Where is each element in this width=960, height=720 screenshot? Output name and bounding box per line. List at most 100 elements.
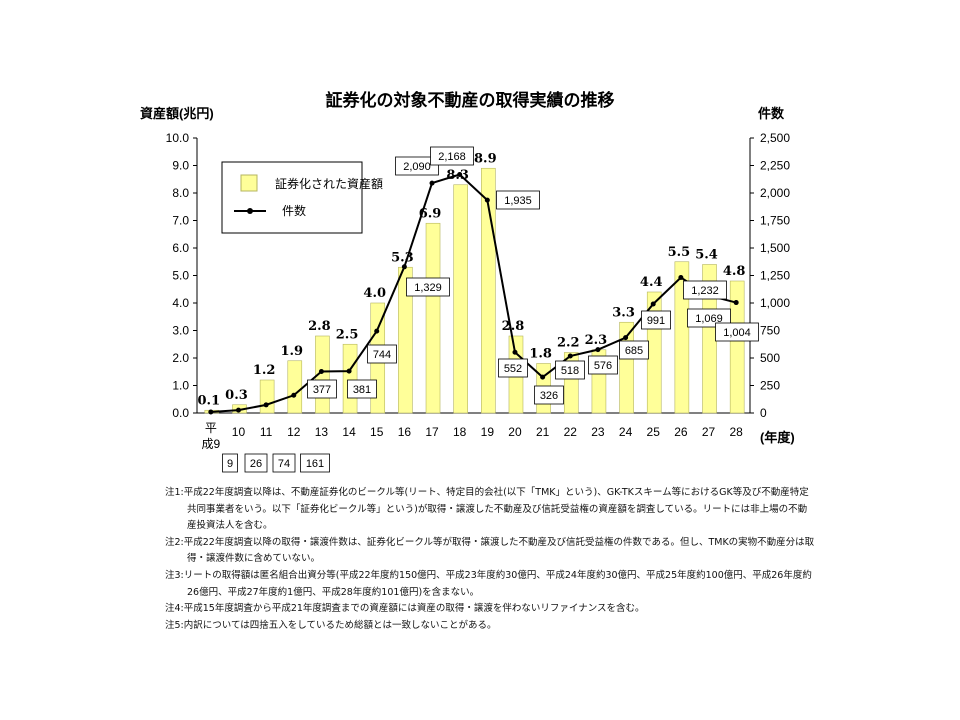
- note-3: 注3:リートの取得額は匿名組合出資分等(平成22年度約150億円、平成23年度約…: [165, 569, 812, 598]
- bar-value-label: 2.5: [336, 327, 359, 342]
- note-1: 注1:平成22年度調査以降は、不動産証券化のビークル等(リート、特定目的会社(以…: [165, 487, 809, 532]
- count-label-box: [715, 322, 759, 342]
- count-label-box: [244, 453, 268, 473]
- count-point: [401, 264, 407, 270]
- left-tick-label: 1.0: [172, 379, 189, 393]
- count-label: 377: [313, 384, 331, 396]
- count-label: 26: [250, 458, 262, 470]
- count-label: 744: [373, 349, 391, 361]
- x-tick-label: 10: [232, 425, 246, 439]
- x-tick-label: 12: [287, 425, 301, 439]
- count-label-box: [498, 358, 528, 378]
- bar-value-label: 5.4: [695, 248, 718, 263]
- x-tick-label: 14: [342, 425, 356, 439]
- count-point: [484, 197, 490, 203]
- x-tick-label: 27: [702, 425, 716, 439]
- count-label: 2,168: [438, 151, 466, 163]
- bar: [453, 184, 468, 414]
- count-point: [457, 172, 463, 178]
- count-label-box: [272, 453, 296, 473]
- count-point: [346, 368, 352, 374]
- bar: [425, 222, 441, 414]
- bar: [342, 343, 358, 414]
- count-point: [595, 347, 601, 353]
- bar-value-label: 3.3: [612, 305, 635, 320]
- count-label-box: [496, 190, 540, 210]
- right-tick-label: 1,750: [760, 214, 790, 228]
- count-point: [208, 409, 214, 415]
- bar-value-label: 8.9: [474, 151, 497, 166]
- left-tick-label: 7.0: [172, 214, 189, 228]
- x-tick-label: 13: [315, 425, 329, 439]
- bar-value-label: 2.3: [585, 333, 608, 348]
- count-label: 1,935: [504, 195, 532, 207]
- bar-value-label: 8.3: [446, 168, 469, 183]
- x-tick-label: 26: [674, 425, 688, 439]
- x-tick-label: 23: [591, 425, 605, 439]
- count-label-box: [367, 344, 397, 364]
- bar-value-label: 4.8: [723, 264, 746, 279]
- note-5: 注5:内訳については四捨五入をしているため総額とは一致しないことがある。: [165, 619, 497, 631]
- count-label: 1,329: [414, 282, 442, 294]
- bar-value-label: 5.5: [668, 245, 691, 260]
- right-tick-label: 2,000: [760, 186, 790, 200]
- count-label-box: [687, 308, 731, 328]
- x-tick-label: 15: [370, 425, 384, 439]
- x-tick-label: 21: [536, 425, 550, 439]
- right-tick-label: 1,250: [760, 269, 790, 283]
- count-line: [210, 173, 737, 414]
- count-label: 2,090: [403, 161, 431, 173]
- count-point: [429, 180, 435, 186]
- bar-value-label: 1.2: [253, 363, 276, 378]
- bar-value-label: 0.1: [198, 393, 221, 408]
- bar-value-label: 2.2: [557, 336, 580, 351]
- count-point: [623, 335, 629, 341]
- count-point: [374, 328, 380, 334]
- count-label: 576: [594, 360, 612, 372]
- left-tick-label: 5.0: [172, 269, 189, 283]
- count-label-box: [347, 379, 377, 399]
- x-tick-label: 平: [205, 421, 217, 435]
- x-tick-label: 24: [619, 425, 633, 439]
- bar-value-label: 5.3: [391, 250, 414, 265]
- x-tick-label: 22: [564, 425, 578, 439]
- right-tick-label: 1,000: [760, 296, 790, 310]
- left-tick-label: 9.0: [172, 159, 189, 173]
- right-tick-label: 0: [760, 406, 767, 420]
- bar-value-label: 4.0: [363, 286, 386, 301]
- count-label: 326: [540, 390, 558, 402]
- count-point: [733, 300, 739, 306]
- count-label-box: [619, 340, 649, 360]
- x-axis-title: (年度): [760, 430, 795, 445]
- bar-value-label: 2.8: [502, 319, 525, 334]
- bar-value-label: 1.8: [529, 347, 552, 362]
- count-label-box: [406, 277, 450, 297]
- right-tick-label: 750: [760, 324, 780, 338]
- left-tick-label: 6.0: [172, 241, 189, 255]
- left-tick-label: 10.0: [166, 131, 190, 145]
- chart-title: 証券化の対象不動産の取得実績の推移: [326, 90, 615, 110]
- count-label-box: [307, 379, 337, 399]
- x-tick-label: 20: [508, 425, 522, 439]
- bar: [674, 261, 690, 414]
- count-label: 381: [353, 384, 371, 396]
- count-label-box: [555, 360, 585, 380]
- bar: [729, 280, 745, 414]
- legend-line-marker: [247, 208, 253, 214]
- count-point: [291, 392, 297, 398]
- bar: [287, 360, 303, 414]
- count-point: [512, 349, 518, 355]
- bar-value-label: 1.9: [280, 344, 303, 359]
- count-label-box: [534, 385, 564, 405]
- left-tick-label: 3.0: [172, 324, 189, 338]
- right-tick-label: 250: [760, 379, 780, 393]
- count-point: [263, 402, 269, 408]
- count-label: 518: [561, 365, 579, 377]
- count-label: 1,004: [723, 327, 751, 339]
- count-label-box: [300, 453, 330, 473]
- right-tick-label: 2,250: [760, 159, 790, 173]
- left-tick-label: 0.0: [172, 406, 189, 420]
- legend-bar-label: 証券化された資産額: [275, 176, 383, 191]
- right-axis-title: 件数: [758, 106, 785, 121]
